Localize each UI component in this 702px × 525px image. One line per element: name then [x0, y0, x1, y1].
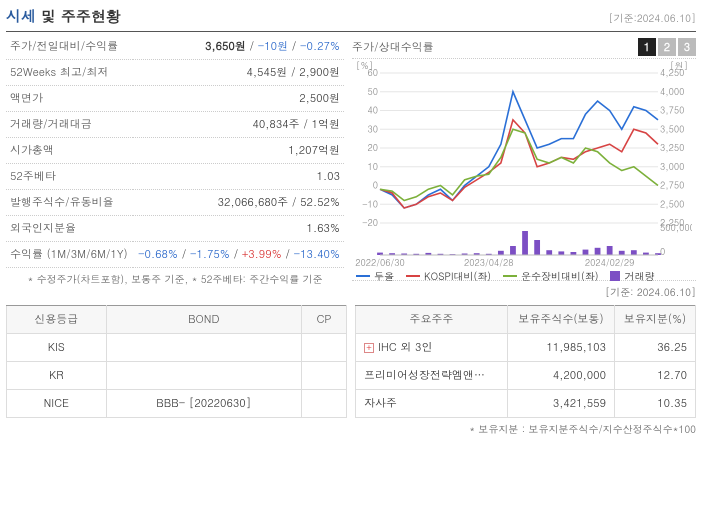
shareholder-name: 자사주 [356, 390, 508, 418]
info-label: 수익률 (1M/3M/6M/1Y) [6, 242, 133, 268]
info-value: 2,500원 [133, 86, 344, 112]
table-column-header: BOND [106, 306, 301, 334]
tab-1[interactable]: 1 [638, 38, 656, 56]
table-cell [106, 334, 301, 362]
svg-text:-20: -20 [362, 216, 378, 229]
info-footnote: * 수정주가(차트포함), 보통주 기준, * 52주베타: 주간수익률 기준 [6, 268, 344, 290]
info-value: 40,834주 / 1억원 [133, 112, 344, 138]
chart-title: 주가/상대수익률 [352, 40, 434, 55]
info-label: 주가/전일대비/수익률 [6, 34, 133, 60]
info-value: 1.63% [133, 216, 344, 242]
info-label: 52주베타 [6, 164, 133, 190]
info-value: 4,545원 / 2,900원 [133, 60, 344, 86]
svg-text:3,750: 3,750 [660, 104, 684, 117]
info-label: 외국인지분율 [6, 216, 133, 242]
table-cell [301, 390, 346, 418]
shares-count: 4,200,000 [508, 362, 615, 390]
legend-item: 거래량 [610, 269, 654, 281]
quote-info-table: 주가/전일대비/수익률3,650원 / -10원 / -0.27%52Weeks… [6, 34, 344, 268]
shares-pct: 12.70 [615, 362, 696, 390]
table-column-header: 주요주주 [356, 306, 508, 334]
svg-text:500,000: 500,000 [660, 221, 692, 234]
svg-text:-10: -10 [362, 197, 378, 210]
table-cell: KIS [7, 334, 107, 362]
tab-3[interactable]: 3 [678, 38, 696, 56]
info-value: -0.68% / -1.75% / +3.99% / -13.40% [133, 242, 344, 268]
legend-item: KOSPI대비(좌) [406, 269, 491, 281]
svg-text:[원]: [원] [670, 59, 688, 72]
info-value: 3,650원 / -10원 / -0.27% [133, 34, 344, 60]
expand-icon[interactable]: + [364, 343, 374, 353]
info-label: 시가총액 [6, 138, 133, 164]
table-column-header: CP [301, 306, 346, 334]
svg-text:2,500: 2,500 [660, 197, 684, 210]
chart-tabs: 1 2 3 [638, 38, 696, 56]
info-value: 32,066,680주 / 52.52% [133, 190, 344, 216]
info-label: 발행주식수/유동비율 [6, 190, 133, 216]
shares-count: 11,985,103 [508, 334, 615, 362]
svg-text:3,250: 3,250 [660, 141, 684, 154]
svg-text:20: 20 [368, 141, 379, 154]
shares-pct: 10.35 [615, 390, 696, 418]
table-cell [301, 334, 346, 362]
info-value: 1,207억원 [133, 138, 344, 164]
info-label: 거래량/거래대금 [6, 112, 133, 138]
table-column-header: 보유주식수(보통) [508, 306, 615, 334]
svg-text:50: 50 [368, 85, 379, 98]
info-label: 52Weeks 최고/최저 [6, 60, 133, 86]
svg-text:4,000: 4,000 [660, 85, 684, 98]
svg-text:0: 0 [373, 179, 378, 192]
shareholder-name: +IHC 외 3인 [356, 334, 508, 362]
info-label: 액면가 [6, 86, 133, 112]
table-cell: KR [7, 362, 107, 390]
svg-text:40: 40 [368, 104, 379, 117]
chart-date: [기준: 2024.06.10] [352, 281, 696, 303]
svg-text:3,500: 3,500 [660, 122, 684, 135]
table-cell [301, 362, 346, 390]
divider [6, 31, 696, 32]
svg-text:3,000: 3,000 [660, 160, 684, 173]
table-cell: NICE [7, 390, 107, 418]
legend-item: 운수장비대비(좌) [503, 269, 599, 281]
table-column-header: 신용등급 [7, 306, 107, 334]
price-chart: -202,250-102,50002,750103,000203,250303,… [352, 59, 696, 281]
shareholder-table: 주요주주보유주식수(보통)보유지분(%) +IHC 외 3인11,985,103… [355, 305, 696, 418]
shareholder-footnote: * 보유지분 : 보유지분주식수/지수산정주식수*100 [355, 418, 696, 440]
page-title: 시세 및 주주현황 [6, 6, 121, 27]
table-cell: BBB- [20220630] [106, 390, 301, 418]
credit-rating-table: 신용등급BONDCP KISKRNICEBBB- [20220630] [6, 305, 347, 418]
svg-text:30: 30 [368, 122, 379, 135]
reference-date: [기준:2024.06.10] [608, 11, 696, 25]
section-header: 시세 및 주주현황 [기준:2024.06.10] [6, 6, 696, 27]
shareholder-name: 프리미어성장전략엠앤… [356, 362, 508, 390]
shares-count: 3,421,559 [508, 390, 615, 418]
table-cell [106, 362, 301, 390]
svg-text:0: 0 [660, 245, 665, 258]
shares-pct: 36.25 [615, 334, 696, 362]
tab-2[interactable]: 2 [658, 38, 676, 56]
svg-text:2,750: 2,750 [660, 179, 684, 192]
svg-text:10: 10 [368, 160, 379, 173]
legend-item: 두올 [356, 269, 394, 281]
info-value: 1.03 [133, 164, 344, 190]
svg-text:[%]: [%] [356, 59, 373, 72]
table-column-header: 보유지분(%) [615, 306, 696, 334]
